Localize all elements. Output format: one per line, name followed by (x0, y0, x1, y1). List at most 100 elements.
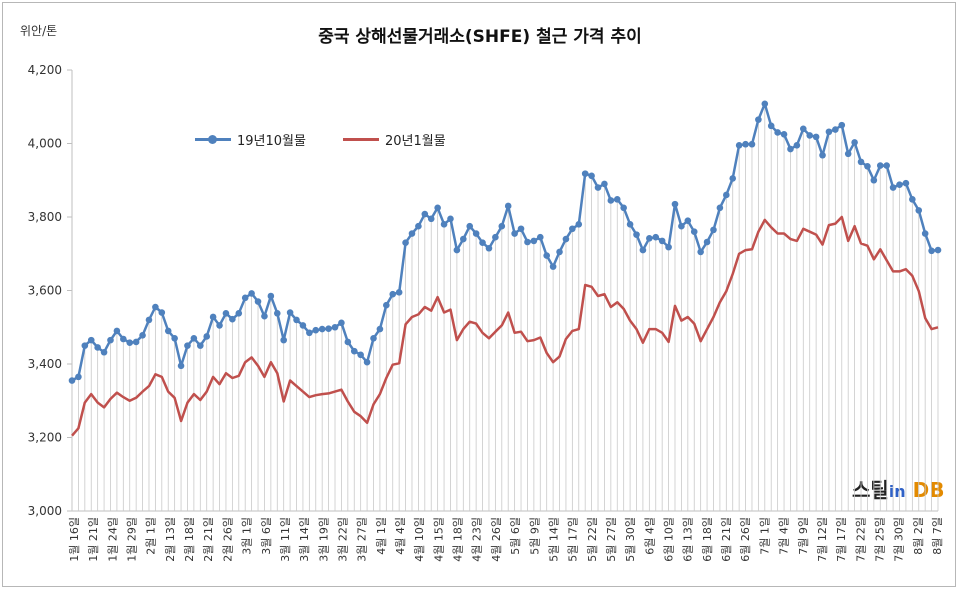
data-point-19년10월물 (870, 176, 878, 184)
x-tick-label: 6월 21일 (719, 517, 733, 562)
x-tick-label: 3월 22일 (335, 517, 349, 562)
data-point-19년10월물 (626, 221, 634, 228)
data-point-19년10월물 (588, 172, 595, 180)
data-point-19년10월물 (81, 342, 89, 349)
data-point-19년10월물 (273, 309, 281, 317)
data-point-19년10월물 (678, 222, 685, 230)
x-tick-label: 7월 12일 (815, 517, 829, 562)
data-point-19년10월물 (203, 333, 211, 340)
x-tick-label: 3월 6일 (259, 517, 273, 555)
data-point-19년10월물 (928, 247, 935, 255)
data-point-19년10월물 (87, 336, 95, 344)
data-point-19년10월물 (299, 322, 307, 329)
data-point-19년10월물 (158, 309, 166, 316)
data-point-19년10월물 (864, 162, 871, 170)
data-point-19년10월물 (318, 325, 326, 333)
x-tick-label: 7월 17일 (834, 517, 848, 562)
data-point-19년10월물 (755, 116, 762, 123)
data-point-19년10월물 (536, 233, 544, 241)
data-point-19년10월물 (851, 139, 858, 146)
data-point-19년10월물 (139, 332, 146, 339)
x-tick-label: 2월 1일 (144, 517, 158, 555)
x-tick-label: 5월 9일 (527, 517, 541, 555)
data-point-19년10월물 (286, 309, 294, 316)
data-point-19년10월물 (402, 239, 409, 247)
data-point-19년10월물 (306, 329, 313, 337)
data-point-19년10월물 (761, 100, 769, 108)
y-tick-label: 3,800 (28, 210, 62, 224)
series-line-20년1월물 (71, 215, 939, 437)
data-point-19년10월물 (787, 145, 794, 153)
data-point-19년10월물 (415, 222, 422, 230)
data-point-19년10월물 (261, 312, 268, 320)
data-point-19년10월물 (735, 142, 743, 149)
data-point-19년10월물 (748, 140, 756, 148)
x-tick-label: 3월 27일 (355, 517, 369, 562)
data-point-19년10월물 (556, 248, 563, 256)
data-point-19년10월물 (216, 322, 223, 329)
data-point-19년10월물 (421, 210, 429, 218)
data-point-19년10월물 (844, 150, 852, 158)
data-point-19년10월물 (293, 316, 300, 324)
data-point-19년10월물 (171, 334, 178, 342)
data-point-19년10월물 (646, 235, 653, 242)
data-point-19년10월물 (517, 225, 525, 233)
data-point-19년10월물 (665, 243, 672, 251)
x-tick-label: 5월 17일 (566, 517, 580, 562)
data-point-19년10월물 (440, 221, 448, 228)
y-tick-label: 3,600 (28, 284, 62, 298)
data-point-19년10월물 (241, 294, 249, 302)
data-point-19년10월물 (350, 347, 358, 355)
data-point-19년10월물 (799, 125, 807, 133)
data-point-19년10월물 (902, 179, 910, 187)
data-point-19년10월물 (543, 252, 550, 259)
data-point-19년10월물 (196, 342, 204, 349)
x-tick-label: 1월 21일 (86, 517, 100, 562)
data-point-19년10월물 (793, 142, 801, 149)
data-point-19년10월물 (254, 298, 262, 305)
data-point-19년10월물 (126, 339, 134, 346)
x-tick-label: 6월 26일 (738, 517, 752, 562)
data-point-19년10월물 (383, 301, 390, 309)
x-tick-label: 5월 27일 (604, 517, 618, 562)
data-point-19년10월물 (524, 238, 531, 246)
x-tick-label: 5월 22일 (585, 517, 599, 562)
data-point-19년10월물 (915, 207, 923, 214)
x-tick-label: 1월 29일 (125, 517, 139, 562)
data-point-19년10월물 (453, 246, 461, 254)
x-tick-label: 3월 19일 (316, 517, 330, 562)
y-tick-label: 4,000 (28, 137, 62, 151)
data-point-19년10월물 (75, 373, 82, 381)
data-point-19년10월물 (145, 316, 153, 324)
x-tick-label: 4월 1일 (374, 517, 388, 555)
x-tick-label: 7월 22일 (853, 517, 867, 562)
data-point-19년10월물 (472, 230, 480, 237)
data-point-19년10월물 (710, 226, 717, 234)
data-point-19년10월물 (671, 200, 679, 208)
x-tick-label: 6월 10일 (662, 517, 676, 562)
data-point-19년10월물 (229, 315, 236, 323)
data-point-19년10월물 (562, 235, 570, 243)
data-point-19년10월물 (248, 290, 255, 297)
data-point-19년10월물 (222, 309, 230, 317)
data-point-19년10월물 (742, 140, 749, 148)
data-point-19년10월물 (549, 263, 557, 270)
data-point-19년10월물 (690, 228, 698, 235)
data-point-19년10월물 (838, 121, 846, 129)
legend-marker-series-1 (208, 135, 217, 144)
x-tick-label: 4월 26일 (489, 517, 503, 562)
data-point-19년10월물 (177, 362, 185, 370)
x-tick-label: 5월 14일 (546, 517, 560, 562)
data-point-19년10월물 (819, 151, 826, 159)
data-point-19년10월물 (209, 313, 217, 321)
data-point-19년10월물 (767, 122, 775, 130)
data-point-19년10월물 (113, 327, 121, 335)
x-tick-label: 7월 25일 (872, 517, 886, 562)
data-point-19년10월물 (825, 128, 833, 136)
data-point-19년10월물 (190, 334, 198, 342)
data-point-19년10월물 (639, 246, 647, 254)
legend-swatch-series-2 (343, 138, 379, 141)
data-point-19년10월물 (94, 344, 101, 351)
data-point-19년10월물 (120, 335, 127, 343)
data-point-19년10월물 (370, 334, 377, 342)
